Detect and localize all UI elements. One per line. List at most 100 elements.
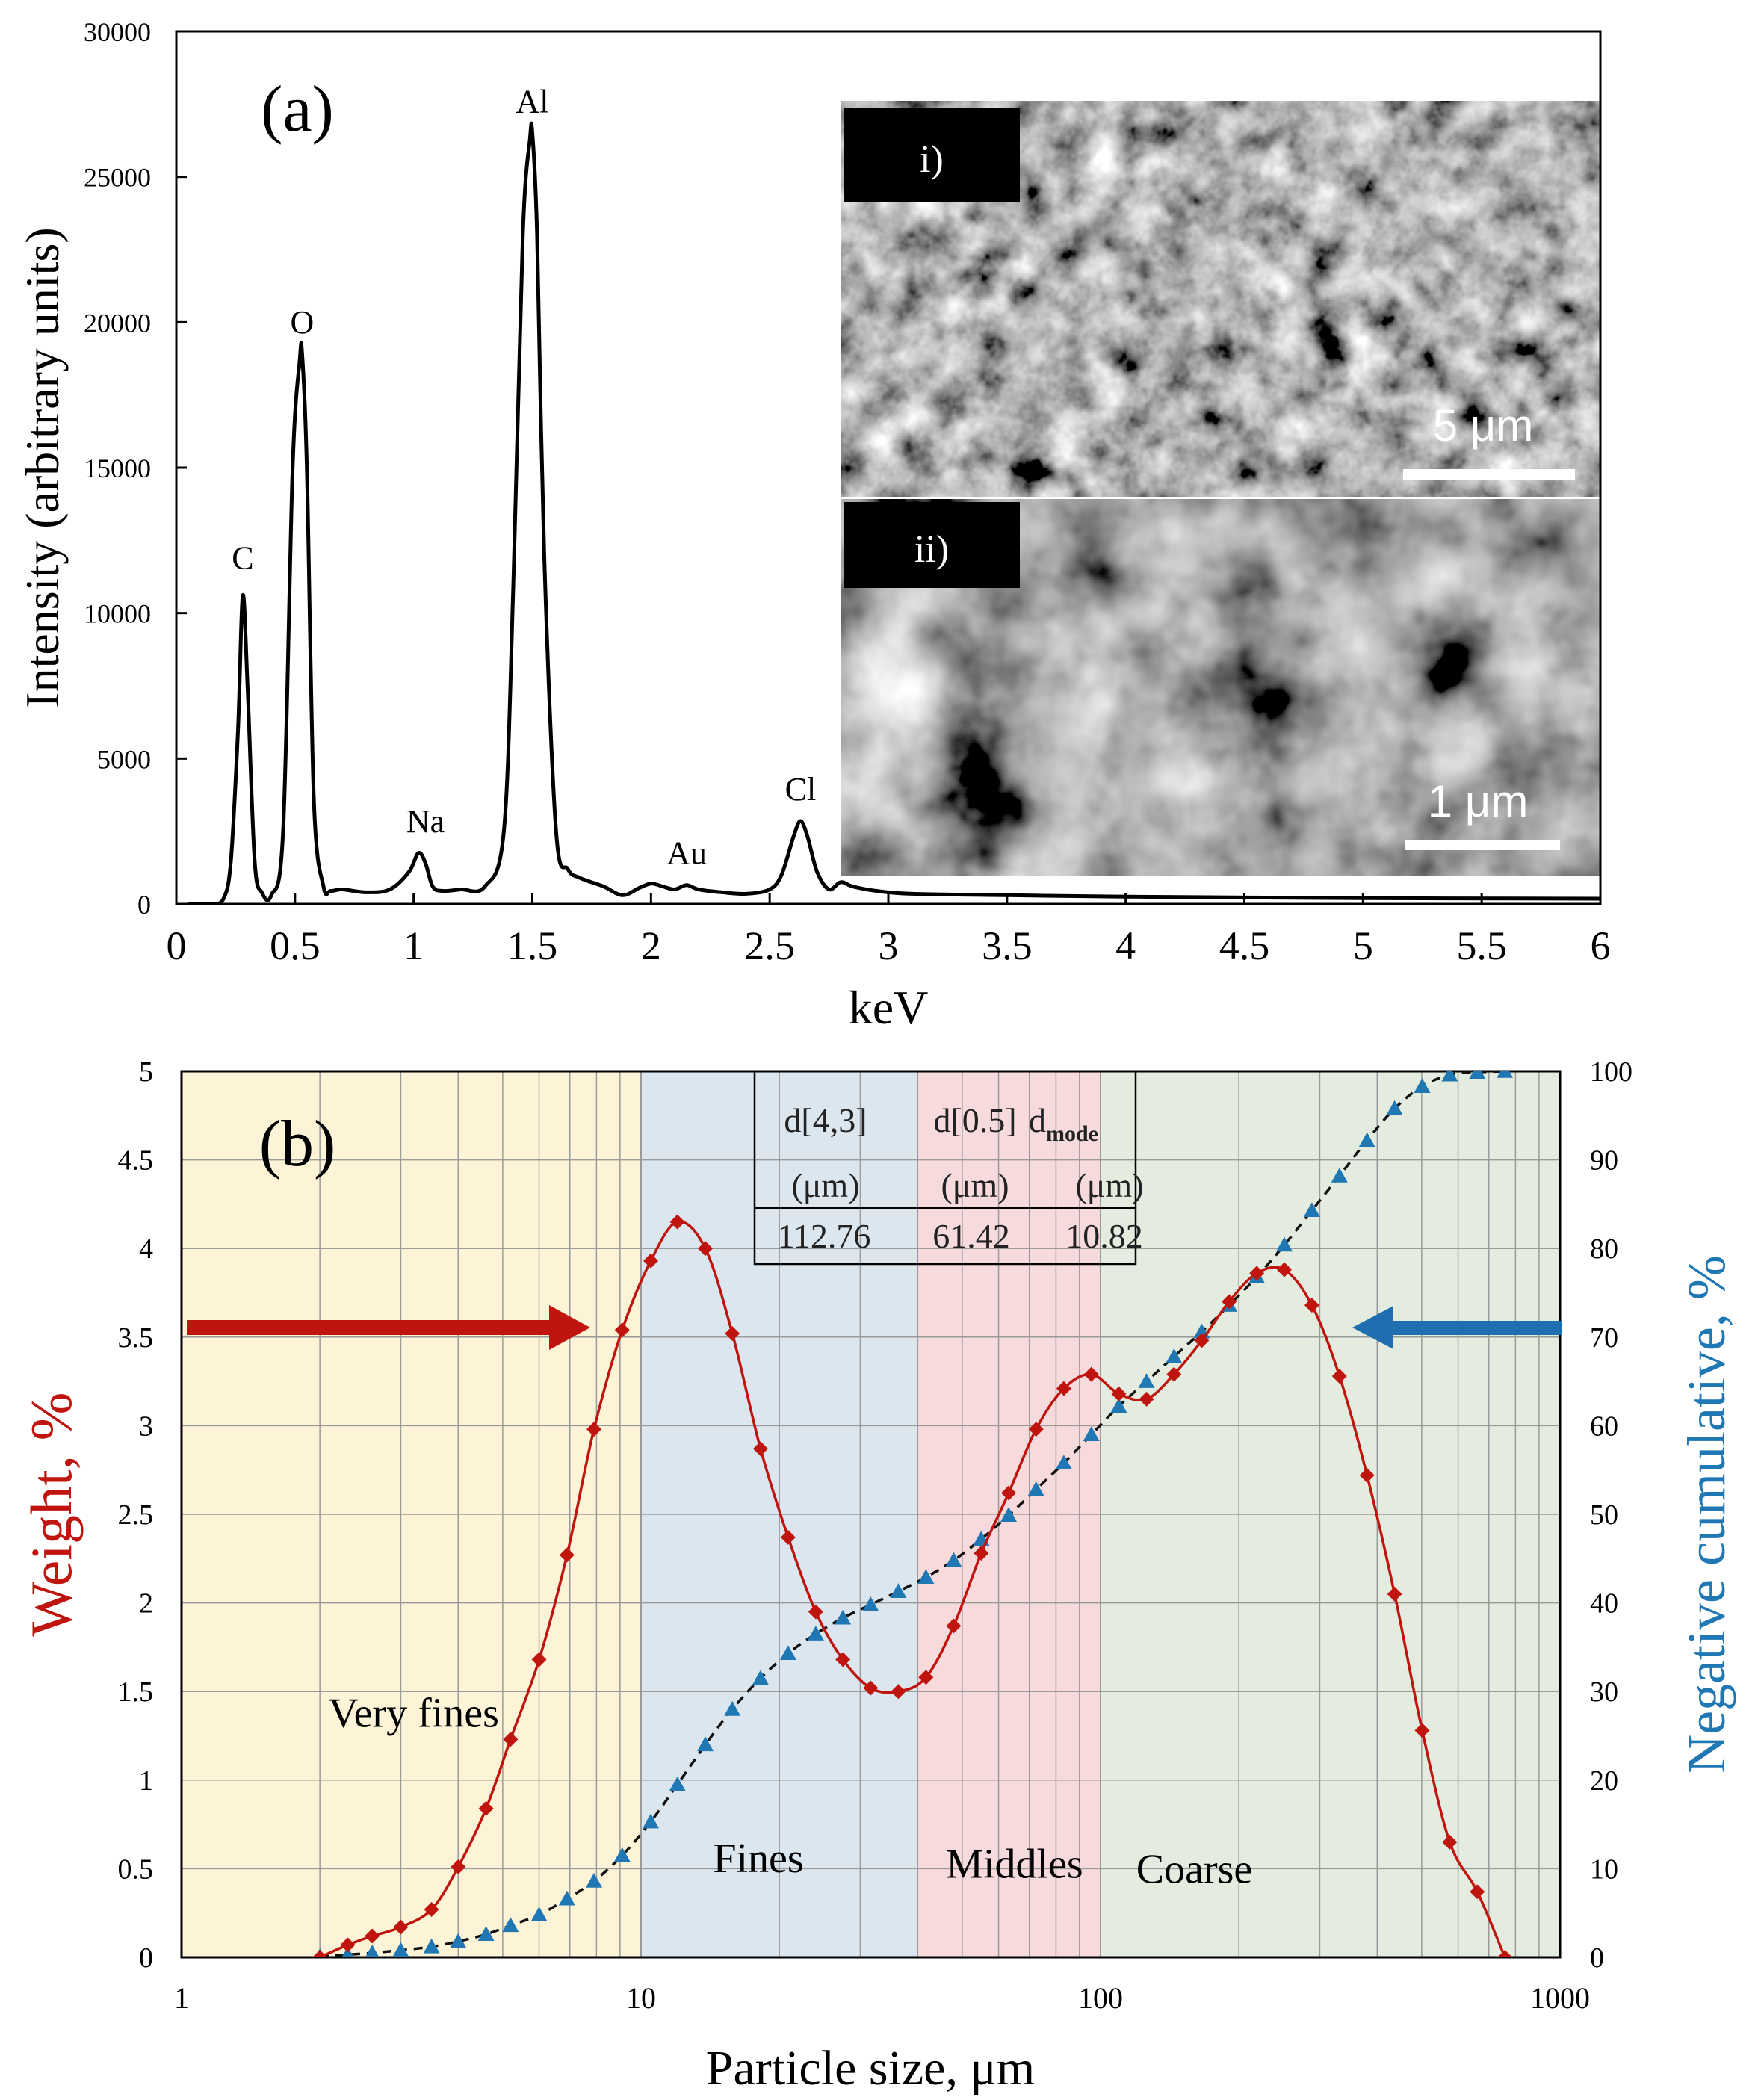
weight-point	[559, 1547, 575, 1563]
stats-unit-d05: (μm)	[941, 1166, 1009, 1204]
weight-point	[1304, 1298, 1319, 1313]
cumulative-point	[558, 1890, 575, 1906]
cumulative-point	[1497, 1071, 1514, 1078]
stats-table: d[4,3] (μm) d[0.5] (μm) dmode (μm) 112.7…	[753, 1070, 1144, 1266]
weight-point	[1331, 1368, 1347, 1384]
weight-arrow-shaft	[187, 1320, 553, 1335]
cumulative-point	[530, 1907, 548, 1921]
stats-header-dmode-main: d	[1029, 1101, 1046, 1139]
weight-point	[1249, 1266, 1265, 1281]
panel-a-x-tick-label: 4	[1115, 923, 1136, 968]
peak-label-au: Au	[666, 835, 707, 872]
weight-point	[451, 1859, 466, 1875]
weight-point	[974, 1546, 989, 1561]
weight-point	[1194, 1333, 1210, 1348]
weight-arrow-head	[549, 1305, 590, 1350]
weight-point	[1277, 1262, 1293, 1277]
weight-point	[752, 1441, 768, 1457]
panel-a-y-tick-label: 0	[137, 890, 151, 920]
particle-size-panel: 1 10 100 100000.511.522.533.544.55010203040…	[19, 1056, 1736, 2096]
panel-b-weight-axis-label: Weight, %	[19, 1392, 84, 1636]
cumulative-point	[477, 1926, 495, 1941]
cumulative-point	[945, 1552, 962, 1567]
cumulative-point	[1358, 1132, 1375, 1147]
cumulative-arrow-shaft	[1390, 1321, 1562, 1335]
region-label-fines: Fines	[713, 1836, 803, 1882]
weight-point	[1139, 1391, 1154, 1407]
cumulative-point	[643, 1813, 660, 1829]
eds-spectrum-panel: i) ii) 5 μm 1 μm 0 0.5 1 1.5 2 2.5 3 3.5 4 4.5 5 5.…	[16, 17, 1611, 1034]
weight-axis-arrow	[187, 1305, 590, 1350]
panel-b-cumulative-axis-label: Negative cumulative, %	[1677, 1255, 1736, 1774]
stats-value-d43: 112.76	[778, 1217, 871, 1255]
cumulative-arrow-head	[1352, 1306, 1393, 1349]
weight-point	[1359, 1467, 1375, 1483]
panel-b-y-tick-label: 3	[139, 1410, 153, 1442]
panel-b-y-tick-label: 2.5	[118, 1499, 154, 1531]
cumulative-point	[392, 1942, 409, 1957]
weight-point	[1083, 1366, 1099, 1382]
panel-b-label: (b)	[259, 1108, 336, 1180]
stats-unit-dmode: (μm)	[1075, 1166, 1143, 1204]
weight-point	[698, 1241, 714, 1257]
panel-b-y-tick-label: 2	[139, 1588, 153, 1620]
panel-b-y2-tick-label: 70	[1590, 1322, 1618, 1354]
panel-a-x-axis-label: keV	[849, 981, 929, 1034]
panel-a-y-tick-label: 15000	[84, 453, 151, 483]
cumulative-point	[1027, 1481, 1044, 1496]
stats-value-dmode: 10.82	[1065, 1217, 1143, 1255]
weight-point	[669, 1214, 685, 1230]
region-label-middles: Middles	[946, 1841, 1083, 1887]
weight-point	[1414, 1723, 1430, 1738]
panel-b-y-tick-label: 0.5	[118, 1853, 154, 1885]
weight-point	[835, 1652, 851, 1667]
sem-image-divider	[841, 497, 1600, 499]
panel-b-x-tick-label: 1000	[1530, 1981, 1590, 2015]
cumulative-point	[450, 1933, 467, 1948]
panel-b-y2-tick-label: 30	[1590, 1676, 1618, 1708]
cumulative-point	[862, 1596, 879, 1611]
scale-bar-5um	[1403, 469, 1575, 480]
cumulative-axis-arrow	[1352, 1306, 1562, 1349]
panel-a-ticks: 0 0.5 1 1.5 2 2.5 3 3.5 4 4.5 5 5.5 6 0 5000 10000 15000…	[84, 17, 1611, 968]
weight-point	[1470, 1884, 1485, 1900]
cumulative-point	[724, 1700, 741, 1716]
panel-a-x-tick-label: 5.5	[1456, 923, 1507, 968]
panel-b-y2-tick-label: 80	[1590, 1233, 1618, 1265]
panel-a-y-tick-label: 25000	[84, 163, 151, 193]
cumulative-point	[1110, 1398, 1127, 1413]
region-label-coarse: Coarse	[1136, 1846, 1253, 1892]
weight-point	[531, 1652, 547, 1667]
panel-a-x-tick-label: 4.5	[1219, 923, 1270, 968]
weight-point	[424, 1901, 439, 1917]
cumulative-point	[1441, 1071, 1458, 1082]
region-label-very-fines: Very fines	[328, 1691, 499, 1737]
weight-point	[614, 1322, 630, 1338]
panel-a-x-tick-label: 5	[1353, 923, 1373, 968]
cumulative-point	[1386, 1100, 1403, 1115]
panel-a-x-tick-label: 0.5	[270, 923, 321, 968]
stats-table-frame	[753, 1070, 1137, 1266]
weight-point	[478, 1800, 494, 1816]
stats-header-dmode-sub: mode	[1046, 1121, 1098, 1146]
weight-point	[1497, 1950, 1513, 1957]
weight-point	[340, 1937, 356, 1953]
panel-b-y-tick-label: 1.5	[118, 1676, 154, 1708]
stats-header-d43: d[4,3]	[784, 1101, 867, 1139]
cumulative-point	[807, 1626, 824, 1641]
cumulative-point	[365, 1945, 380, 1957]
weight-point	[503, 1732, 519, 1747]
weight-point	[643, 1253, 659, 1269]
cumulative-point	[669, 1776, 686, 1791]
weight-point	[891, 1684, 906, 1700]
panel-b-y-tick-label: 3.5	[118, 1322, 154, 1354]
cumulative-point	[613, 1847, 631, 1862]
weight-point	[918, 1670, 934, 1685]
panel-b-ticks: 1 10 100 100000.511.522.533.544.55010203040…	[118, 1056, 1633, 2015]
panel-b-y-tick-label: 4	[139, 1233, 153, 1265]
panel-b-y2-tick-label: 90	[1590, 1145, 1618, 1177]
panel-a-x-tick-label: 2.5	[744, 923, 795, 968]
panel-b-y2-tick-label: 100	[1590, 1056, 1632, 1088]
cumulative-point	[917, 1569, 935, 1585]
